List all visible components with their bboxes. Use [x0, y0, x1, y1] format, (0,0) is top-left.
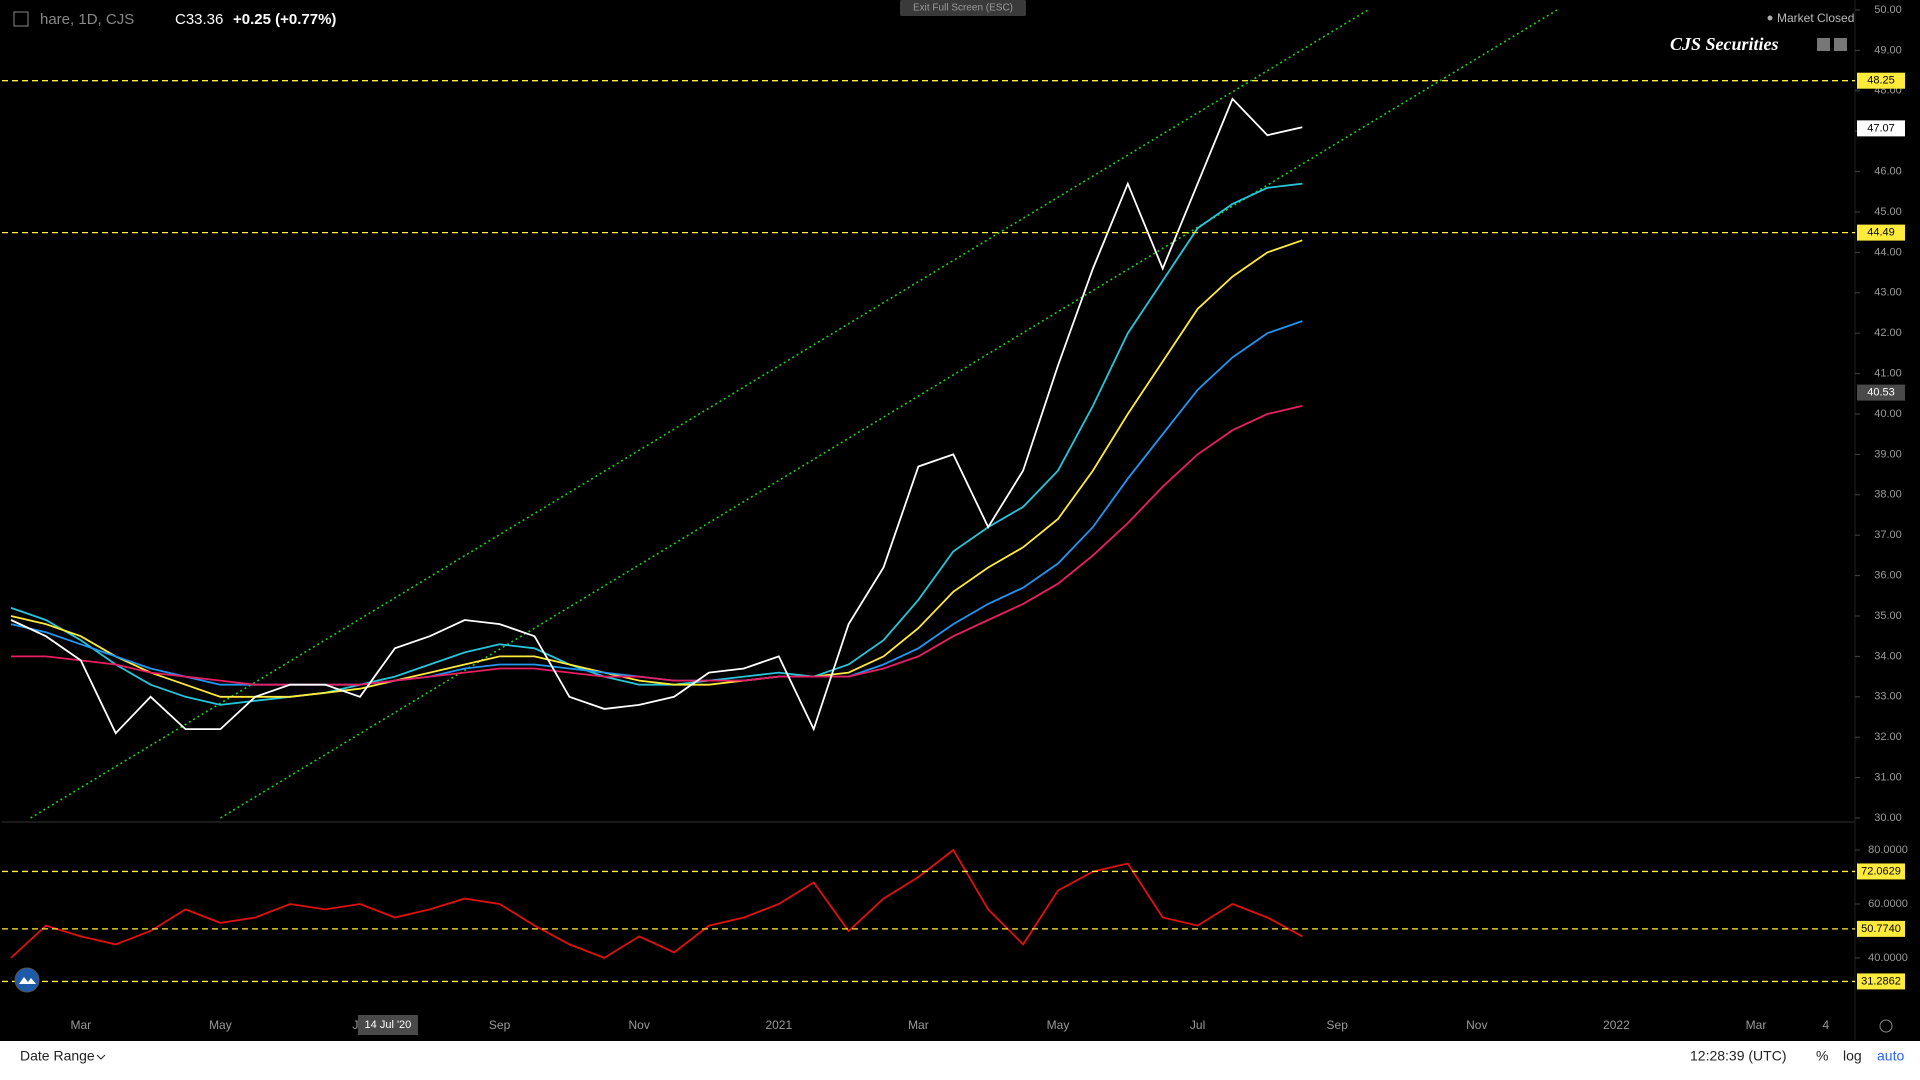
y-tick-label: 39.00: [1874, 448, 1902, 460]
series-line: [10, 848, 1303, 959]
logo-badge[interactable]: [14, 967, 40, 993]
price-marker-label: 47.07: [1867, 122, 1895, 134]
x-tick-label: Sep: [1327, 1018, 1349, 1032]
symbol[interactable]: hare, 1D, CJS: [40, 11, 134, 28]
settings-icon[interactable]: [1879, 1019, 1893, 1033]
series-line: [11, 405, 1303, 686]
price-marker-box: [1857, 120, 1905, 137]
expand-button[interactable]: [1834, 38, 1847, 51]
y-tick-label: 50.00: [1874, 4, 1902, 16]
y-tick-label: 44.00: [1874, 246, 1902, 258]
brand: CJS Securities: [1670, 34, 1779, 54]
x-tick-label: Jul: [1190, 1018, 1205, 1032]
level-label-box: [1857, 72, 1905, 89]
x-tick-label: 4: [1822, 1018, 1829, 1032]
series-line: [10, 182, 1303, 706]
footer-bar: [0, 1041, 1920, 1080]
layout-icon[interactable]: [13, 11, 29, 27]
close-price: C33.36: [175, 11, 223, 28]
y-tick-label: 35.00: [1874, 610, 1902, 622]
level-label-box: [1857, 920, 1905, 937]
logo-icon: [19, 977, 36, 984]
price-marker-label: 40.53: [1867, 386, 1895, 398]
y-tick-label: 46.00: [1874, 166, 1902, 178]
series-line: [10, 97, 1303, 735]
x-tick-label: 2022: [1603, 1018, 1630, 1032]
level-label: 50.7740: [1861, 923, 1901, 935]
log-toggle[interactable]: log: [1843, 1048, 1862, 1064]
y-tick-label: 33.00: [1874, 691, 1902, 703]
price-change: +0.25 (+0.77%): [233, 11, 336, 28]
y-tick-label: 60.0000: [1868, 898, 1908, 910]
y-tick-label: 32.00: [1874, 731, 1902, 743]
y-tick-label: 40.0000: [1868, 952, 1908, 964]
level-label: 48.25: [1867, 75, 1895, 87]
auto-toggle[interactable]: auto: [1877, 1048, 1904, 1064]
y-tick-label: 38.00: [1874, 489, 1902, 501]
x-tick-label: Nov: [1466, 1018, 1487, 1032]
series-line: [10, 239, 1303, 698]
clock: 12:28:39 (UTC): [1690, 1048, 1786, 1064]
trend-line: [30, 9, 1369, 819]
y-tick-label: 49.00: [1874, 44, 1902, 56]
x-tick-label: 2021: [765, 1018, 792, 1032]
crosshair-label-box: [357, 1015, 418, 1035]
plot-area: [2, 9, 1855, 983]
y-tick-label: 43.00: [1874, 287, 1902, 299]
percent-toggle[interactable]: %: [1816, 1048, 1828, 1064]
trend-line: [219, 9, 1558, 819]
level-label: 72.0629: [1861, 865, 1901, 877]
y-tick-label: 30.00: [1874, 812, 1902, 824]
date-range[interactable]: Date Range: [20, 1048, 95, 1064]
y-tick-label: 40.00: [1874, 408, 1902, 420]
y-tick-label: 42.00: [1874, 327, 1902, 339]
x-tick-label: Mar: [908, 1018, 929, 1032]
x-tick-label: May: [209, 1018, 232, 1032]
x-tick-label: Sep: [489, 1018, 511, 1032]
y-tick-label: 34.00: [1874, 650, 1902, 662]
level-label-box: [1857, 224, 1905, 241]
x-tick-label: Mar: [70, 1018, 91, 1032]
y-tick-label: 31.00: [1874, 772, 1902, 784]
exit-fullscreen[interactable]: Exit Full Screen (ESC): [913, 3, 1013, 14]
level-label-box: [1857, 973, 1905, 990]
x-tick-label: Mar: [1746, 1018, 1767, 1032]
y-tick-label: 80.0000: [1868, 844, 1908, 856]
level-label-box: [1857, 863, 1905, 880]
x-tick-label: Nov: [629, 1018, 650, 1032]
y-tick-label: 37.00: [1874, 529, 1902, 541]
collapse-button[interactable]: [1817, 38, 1830, 51]
dropdown-caret: [96, 1054, 106, 1060]
level-label: 31.2862: [1861, 975, 1901, 987]
crosshair-label: 14 Jul '20: [365, 1019, 412, 1031]
price-marker-box: [1857, 384, 1905, 401]
exit-fullscreen-button[interactable]: [900, 0, 1026, 16]
y-tick-label: 36.00: [1874, 570, 1902, 582]
level-label: 44.49: [1867, 227, 1895, 239]
x-tick-label: May: [1047, 1018, 1070, 1032]
status-dot: [1767, 15, 1773, 21]
y-tick-label: 41.00: [1874, 368, 1902, 380]
y-tick-label: 45.00: [1874, 206, 1902, 218]
market-status: Market Closed: [1777, 11, 1854, 25]
